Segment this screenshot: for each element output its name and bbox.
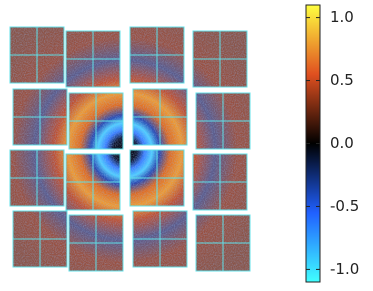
colorbar-tick-label: -0.5 [330,197,359,215]
colorbar-tick-label: 1.0 [330,8,354,26]
colorbar-tick-label: 0.5 [330,71,354,89]
colorbar-tick-label: -1.0 [330,260,359,278]
colorbar-tick-label: 0.0 [330,134,354,152]
detector-image [9,26,251,272]
noise [10,27,250,271]
panel-group [10,27,250,271]
